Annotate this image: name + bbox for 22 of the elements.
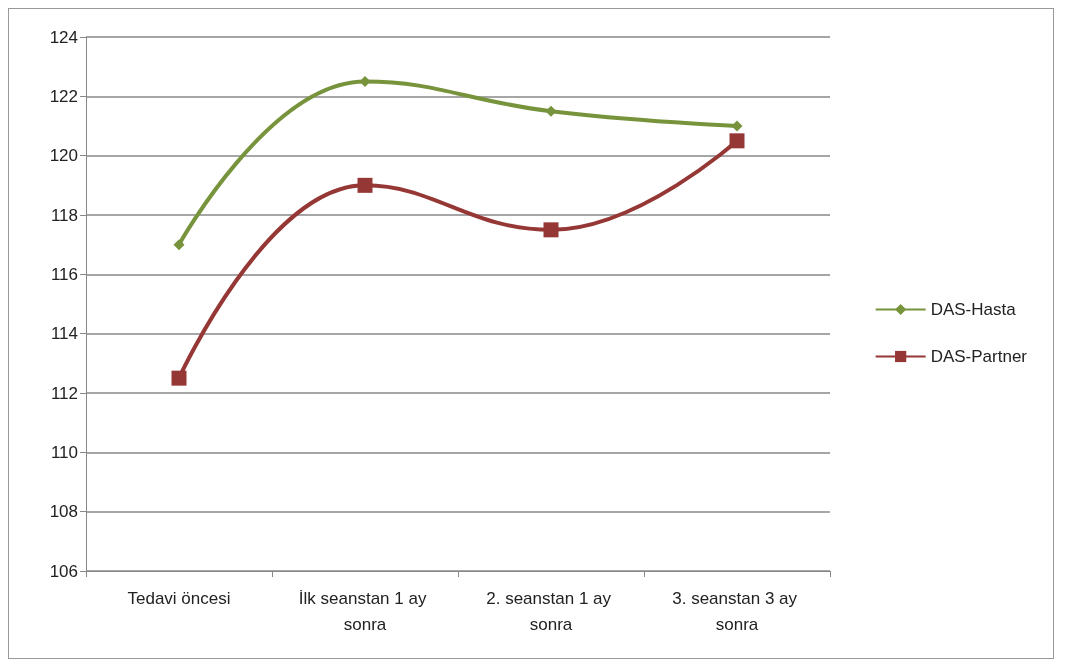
y-tick-label: 120 — [49, 146, 78, 166]
point — [173, 239, 185, 251]
legend-label: DAS-Hasta — [930, 300, 1017, 319]
point — [543, 222, 559, 238]
point — [729, 133, 745, 149]
x-tick-label: 2. seanstan 1 ay sonra — [486, 588, 616, 634]
y-tick-label: 108 — [49, 502, 78, 522]
point — [357, 177, 373, 193]
y-tick-label: 124 — [49, 27, 78, 47]
y-tick-label: 122 — [49, 86, 78, 106]
y-tick-label: 112 — [50, 383, 78, 403]
y-tick-label: 118 — [50, 205, 78, 225]
y-tick-label: 106 — [49, 561, 78, 581]
point — [731, 120, 743, 132]
point — [171, 370, 187, 386]
legend-label: DAS-Partner — [930, 347, 1028, 366]
y-tick-label: 110 — [50, 442, 78, 462]
x-tick-label: İlk seanstan 1 ay sonra — [298, 588, 432, 634]
x-tick-label: 3. seanstan 3 ay sonra — [672, 588, 802, 634]
x-tick-label: Tedavi öncesi — [127, 588, 231, 608]
y-tick-label: 114 — [50, 324, 78, 344]
y-tick-label: 116 — [50, 264, 78, 284]
